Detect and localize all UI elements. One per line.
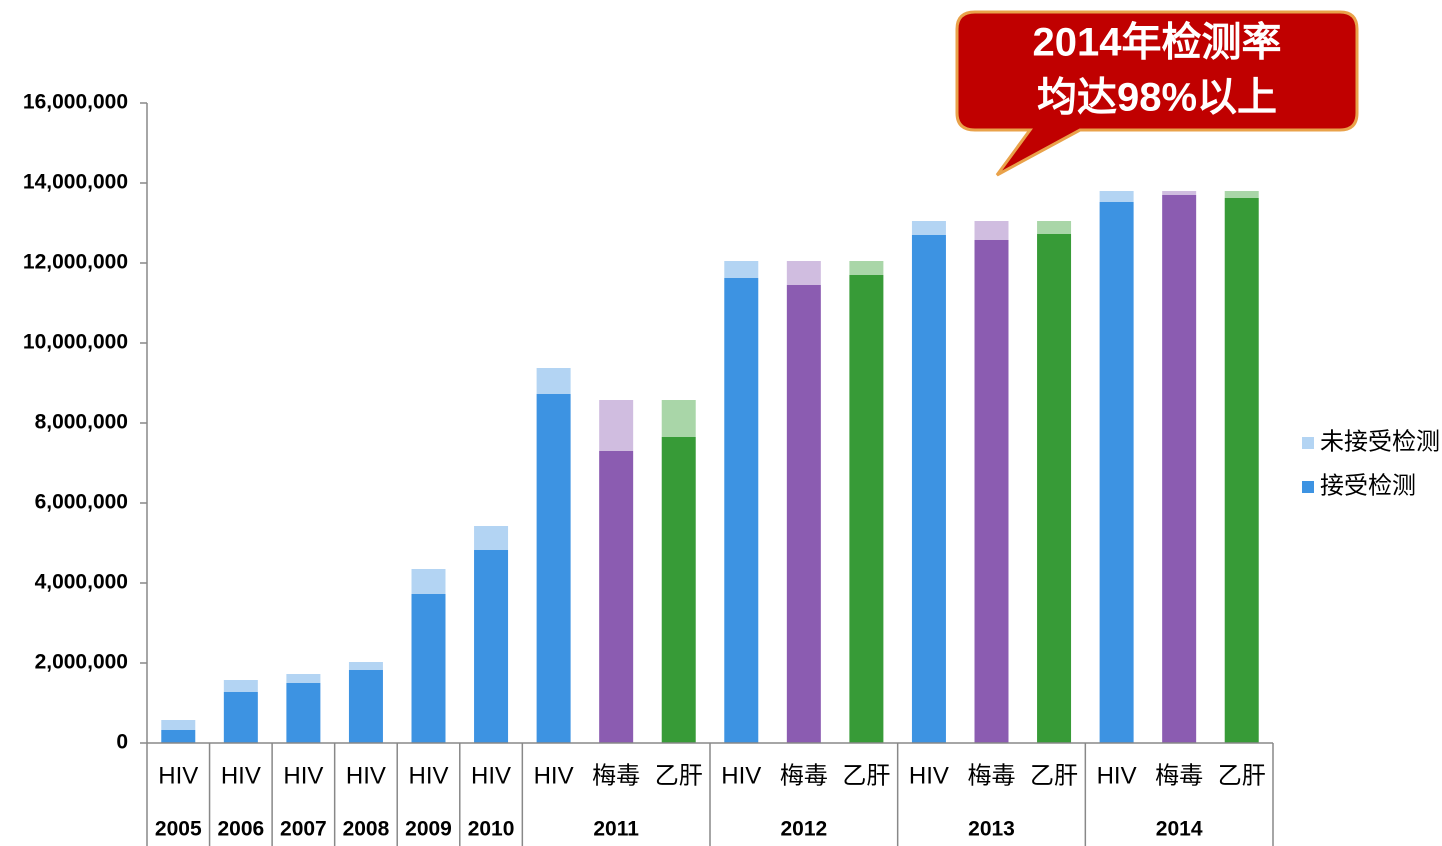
legend-swatch <box>1302 437 1314 449</box>
bar-segment <box>1162 191 1197 195</box>
group-label: 2008 <box>343 818 390 841</box>
bar-segment <box>724 261 759 278</box>
bar-segment <box>161 730 196 743</box>
bar-segment <box>348 670 383 743</box>
x-tick-label: HIV <box>408 762 448 789</box>
x-tick-label: 梅毒 <box>780 762 828 789</box>
bar-segment <box>661 437 696 743</box>
bar-segment <box>411 569 446 594</box>
bar-segment <box>911 221 946 235</box>
x-tick-label: 乙肝 <box>1218 762 1266 789</box>
group-label: 2014 <box>1156 818 1203 841</box>
x-tick-label: 乙肝 <box>655 762 703 789</box>
y-tick-label: 0 <box>116 731 128 754</box>
annotation: 均达98%以上 <box>1037 76 1277 120</box>
bar-segment <box>1099 202 1134 743</box>
bar-segment <box>786 261 821 285</box>
bar-segment <box>1037 234 1072 743</box>
x-tick-label: HIV <box>221 762 261 789</box>
x-tick-label: HIV <box>346 762 386 789</box>
bar-segment <box>536 394 571 743</box>
bar-segment <box>724 278 759 743</box>
x-tick-label: HIV <box>158 762 198 789</box>
bar-segment <box>849 275 884 743</box>
bar-segment <box>474 550 509 743</box>
group-label: 2009 <box>405 818 452 841</box>
bar-segment <box>849 261 884 275</box>
bar-segment <box>161 720 196 730</box>
bar-segment <box>223 692 258 743</box>
x-tick-label: 梅毒 <box>968 762 1016 789</box>
bar-segment <box>1037 221 1072 234</box>
x-tick-label: 梅毒 <box>1155 762 1203 789</box>
bar-segment <box>536 368 571 394</box>
bar-segment <box>1162 195 1197 743</box>
x-tick-label: 乙肝 <box>842 762 890 789</box>
bar-segment <box>1224 191 1259 198</box>
bar-segment <box>286 683 321 743</box>
group-label: 2012 <box>780 818 827 841</box>
bar-segment <box>286 674 321 683</box>
bar-segment <box>1099 191 1134 202</box>
x-tick-label: 乙肝 <box>1030 762 1078 789</box>
callout <box>955 10 1359 177</box>
x-tick-label: HIV <box>1097 762 1137 789</box>
legend-label: 未接受检测 <box>1320 428 1440 455</box>
y-tick-label: 12,000,000 <box>23 251 128 274</box>
bar-segment <box>474 526 509 550</box>
y-tick-label: 2,000,000 <box>35 651 128 674</box>
bar-segment <box>348 662 383 670</box>
y-tick-label: 6,000,000 <box>35 491 128 514</box>
group-label: 2010 <box>468 818 515 841</box>
group-label: 2011 <box>593 818 639 841</box>
x-tick-label: HIV <box>283 762 323 789</box>
group-label: 2005 <box>155 818 202 841</box>
x-tick-label: HIV <box>909 762 949 789</box>
bar-segment <box>786 285 821 743</box>
bar-segment <box>599 400 634 451</box>
bar-segment <box>911 235 946 743</box>
bar-segment <box>599 451 634 743</box>
y-tick-label: 16,000,000 <box>23 91 128 114</box>
x-tick-label: HIV <box>534 762 574 789</box>
bar-segment <box>974 240 1009 743</box>
bar-segment <box>411 594 446 743</box>
bar-segment <box>223 680 258 692</box>
x-tick-label: HIV <box>721 762 761 789</box>
y-tick-label: 10,000,000 <box>23 331 128 354</box>
group-label: 2013 <box>968 818 1015 841</box>
group-label: 2007 <box>280 818 327 841</box>
legend-swatch <box>1302 481 1314 493</box>
annotation: 2014年检测率 <box>1033 21 1282 65</box>
y-tick-label: 4,000,000 <box>35 571 128 594</box>
y-tick-label: 14,000,000 <box>23 171 128 194</box>
group-label: 2006 <box>217 818 264 841</box>
bar-segment <box>974 221 1009 240</box>
x-tick-label: HIV <box>471 762 511 789</box>
x-tick-label: 梅毒 <box>592 762 640 789</box>
legend-label: 接受检测 <box>1320 472 1416 499</box>
y-tick-label: 8,000,000 <box>35 411 128 434</box>
bar-segment <box>1224 198 1259 743</box>
bar-segment <box>661 400 696 437</box>
